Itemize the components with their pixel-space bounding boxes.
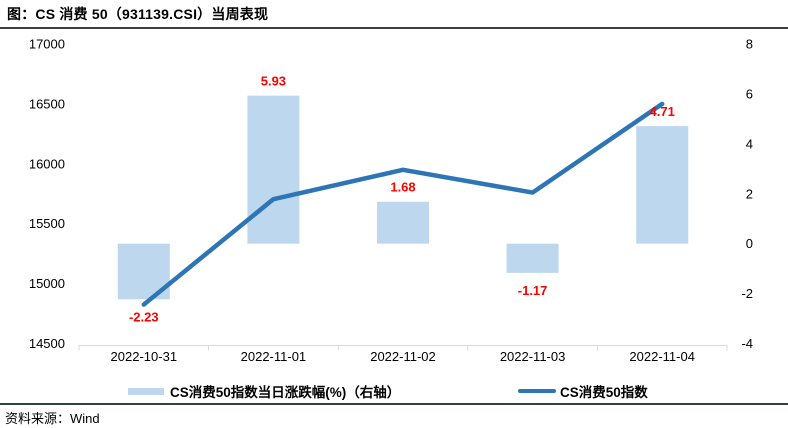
x-axis-label: 2022-11-02	[370, 349, 436, 364]
bar-data-label: -2.23	[129, 309, 159, 324]
left-axis-tick-label: 15000	[29, 276, 65, 291]
x-axis-label: 2022-11-04	[629, 349, 695, 364]
left-axis: 17000 16500 16000 15500 15000 14500	[29, 37, 65, 352]
legend-item-bar: CS消费50指数当日涨跌幅(%)（右轴）	[128, 381, 400, 401]
right-axis-tick-label: -4	[741, 336, 753, 351]
bar	[636, 126, 689, 244]
legend-item-line: CS消费50指数	[518, 381, 648, 401]
line-legend-label: CS消费50指数	[560, 385, 648, 400]
bar-data-label: 1.68	[390, 180, 415, 195]
right-axis-tick-label: -2	[741, 286, 753, 301]
left-axis-tick-label: 14500	[29, 336, 65, 351]
bar-legend-swatch	[128, 387, 164, 395]
index-line	[141, 101, 665, 307]
bar-data-label: 4.71	[650, 104, 675, 119]
source-note: 资料来源：Wind	[5, 411, 100, 426]
chart-legend: CS消费50指数当日涨跌幅(%)（右轴） CS消费50指数	[0, 381, 788, 400]
bar-legend-label: CS消费50指数当日涨跌幅(%)（右轴）	[170, 385, 401, 400]
x-axis: 2022-10-31 2022-11-01 2022-11-02 2022-11-03…	[78, 345, 728, 364]
chart-svg: 17000 16500 16000 15500 15000 14500 8 6 4 2 0 -2 -4…	[29, 37, 753, 365]
title-divider	[0, 27, 788, 29]
bar-series	[117, 95, 689, 300]
right-axis-tick-label: 2	[746, 186, 753, 201]
figure-title: 图：CS 消费 50（931139.CSI）当周表现	[7, 6, 269, 22]
bar-data-label: -1.17	[518, 283, 548, 298]
right-axis-tick-label: 4	[746, 136, 753, 151]
right-axis-tick-label: 0	[746, 236, 753, 251]
data-labels: -2.23 5.93 1.68 -1.17 4.71	[129, 74, 675, 325]
bar-data-label: 5.93	[261, 74, 286, 89]
x-axis-label: 2022-11-01	[241, 349, 307, 364]
line-legend-swatch	[518, 389, 556, 393]
x-axis-label: 2022-10-31	[111, 349, 178, 364]
footer-divider	[0, 403, 788, 405]
right-axis: 8 6 4 2 0 -2 -4	[741, 37, 753, 352]
left-axis-tick-label: 15500	[29, 216, 65, 231]
right-axis-tick-label: 6	[746, 86, 753, 101]
right-axis-tick-label: 8	[746, 37, 753, 52]
bar	[506, 243, 559, 273]
x-axis-label: 2022-11-03	[500, 349, 566, 364]
line-series	[141, 101, 665, 307]
left-axis-tick-label: 16500	[29, 96, 65, 111]
left-axis-tick-label: 17000	[29, 37, 65, 52]
bar	[247, 95, 300, 244]
bar	[377, 201, 429, 244]
left-axis-tick-label: 16000	[29, 156, 65, 171]
